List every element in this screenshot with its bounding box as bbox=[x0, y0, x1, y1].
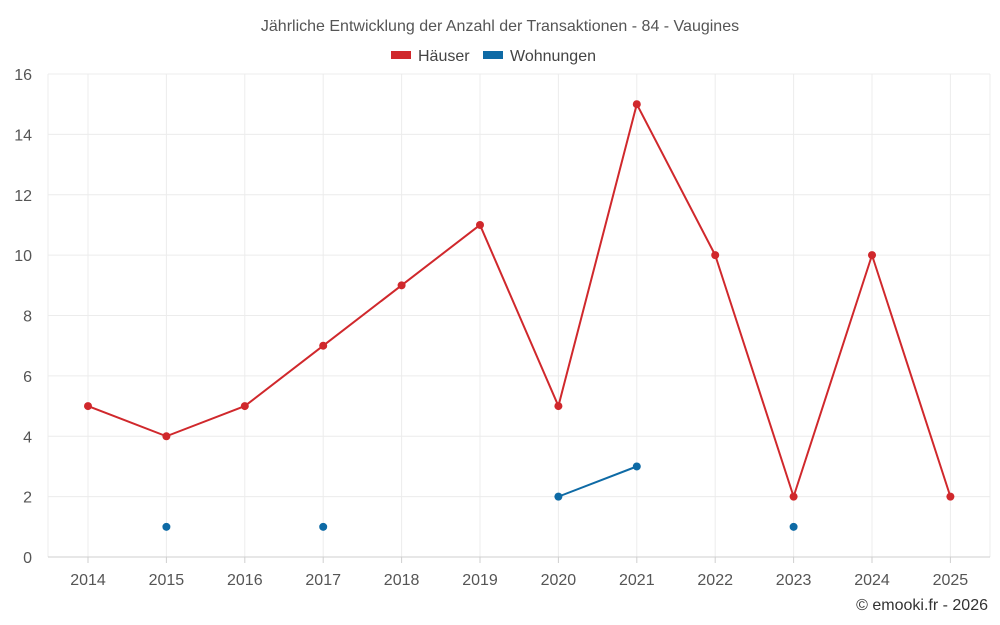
data-point-wohnungen[interactable] bbox=[319, 522, 328, 531]
x-tick-label: 2018 bbox=[384, 572, 420, 589]
data-point-wohnungen[interactable] bbox=[554, 492, 563, 501]
y-tick-label: 10 bbox=[14, 248, 32, 265]
data-point-haeuser[interactable] bbox=[319, 341, 328, 350]
x-tick-label: 2022 bbox=[697, 572, 733, 589]
x-tick-label: 2024 bbox=[854, 572, 890, 589]
series-line-wohnungen bbox=[558, 465, 638, 498]
y-tick-label: 8 bbox=[23, 309, 32, 326]
x-tick-label: 2023 bbox=[776, 572, 812, 589]
y-tick-label: 16 bbox=[14, 67, 32, 84]
data-point-haeuser[interactable] bbox=[554, 402, 563, 411]
x-tick-label: 2015 bbox=[149, 572, 185, 589]
legend: Häuser Wohnungen bbox=[391, 48, 596, 65]
legend-swatch-haeuser bbox=[391, 51, 411, 59]
legend-swatch-wohnungen bbox=[483, 51, 503, 59]
data-point-haeuser[interactable] bbox=[868, 251, 876, 260]
y-tick-label: 14 bbox=[14, 127, 32, 144]
data-point-wohnungen[interactable] bbox=[632, 462, 641, 471]
y-tick-label: 4 bbox=[23, 429, 32, 446]
y-tick-label: 6 bbox=[23, 369, 32, 386]
legend-item-haeuser[interactable]: Häuser bbox=[391, 48, 470, 65]
x-tick-label: 2025 bbox=[933, 572, 969, 589]
legend-label-haeuser: Häuser bbox=[418, 48, 470, 65]
grid-layer bbox=[47, 73, 991, 557]
data-point-haeuser[interactable] bbox=[711, 251, 720, 260]
legend-label-wohnungen: Wohnungen bbox=[510, 48, 596, 65]
y-tick-label: 0 bbox=[23, 550, 32, 567]
data-point-haeuser[interactable] bbox=[789, 492, 798, 501]
data-point-haeuser[interactable] bbox=[84, 402, 92, 411]
series-wohnungen bbox=[162, 462, 798, 531]
x-tick-label: 2016 bbox=[227, 572, 263, 589]
x-tick-label: 2019 bbox=[462, 572, 498, 589]
x-tick-label: 2017 bbox=[305, 572, 341, 589]
data-point-wohnungen[interactable] bbox=[162, 522, 171, 531]
x-tick-label: 2014 bbox=[70, 572, 106, 589]
x-tick-label: 2020 bbox=[541, 572, 577, 589]
credit-text: © emooki.fr - 2026 bbox=[856, 597, 988, 614]
y-tick-label: 2 bbox=[23, 490, 32, 507]
data-point-haeuser[interactable] bbox=[240, 402, 249, 411]
data-point-haeuser[interactable] bbox=[632, 100, 641, 109]
axis-layer: 0 2 4 6 8 10 12 14 16 2014 2015 2016 2017 2018 2019 202… bbox=[14, 67, 990, 589]
data-point-haeuser[interactable] bbox=[946, 492, 955, 501]
data-point-wohnungen[interactable] bbox=[789, 522, 798, 531]
legend-item-wohnungen[interactable]: Wohnungen bbox=[483, 48, 596, 65]
data-point-haeuser[interactable] bbox=[162, 432, 171, 441]
series-layer bbox=[84, 100, 955, 531]
data-point-haeuser[interactable] bbox=[397, 281, 406, 290]
series-haeuser bbox=[84, 100, 955, 501]
y-tick-label: 12 bbox=[14, 188, 32, 205]
data-point-haeuser[interactable] bbox=[476, 220, 484, 229]
x-tick-label: 2021 bbox=[619, 572, 655, 589]
chart-title: Jährliche Entwicklung der Anzahl der Tra… bbox=[261, 18, 739, 35]
series-line-haeuser bbox=[87, 103, 952, 498]
